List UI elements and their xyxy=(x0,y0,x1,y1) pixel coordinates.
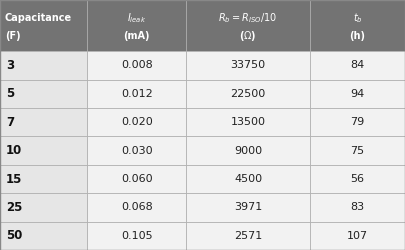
Text: 2571: 2571 xyxy=(234,231,262,241)
Text: 15: 15 xyxy=(6,172,22,186)
Bar xyxy=(310,193,405,222)
Bar xyxy=(186,108,310,136)
Bar xyxy=(186,0,310,51)
Bar xyxy=(186,51,310,80)
Text: (F): (F) xyxy=(5,31,21,41)
Text: 79: 79 xyxy=(350,117,364,127)
Text: 56: 56 xyxy=(350,174,364,184)
Bar xyxy=(87,0,186,51)
Bar xyxy=(310,108,405,136)
Bar xyxy=(0,165,87,193)
Bar xyxy=(310,51,405,80)
Text: 5: 5 xyxy=(6,87,14,100)
Bar xyxy=(186,165,310,193)
Text: 0.030: 0.030 xyxy=(121,146,153,156)
Text: 84: 84 xyxy=(350,60,364,70)
Text: 50: 50 xyxy=(6,229,22,242)
Bar xyxy=(310,165,405,193)
Text: ($\Omega$): ($\Omega$) xyxy=(239,29,257,43)
Bar xyxy=(0,0,87,51)
Bar xyxy=(186,80,310,108)
Bar xyxy=(87,193,186,222)
Bar xyxy=(186,222,310,250)
Text: $t_b$: $t_b$ xyxy=(352,11,362,25)
Bar xyxy=(0,80,87,108)
Bar xyxy=(310,80,405,108)
Text: 0.060: 0.060 xyxy=(121,174,153,184)
Text: 75: 75 xyxy=(350,146,364,156)
Text: $I_{leak}$: $I_{leak}$ xyxy=(127,11,146,25)
Text: 10: 10 xyxy=(6,144,22,157)
Text: 4500: 4500 xyxy=(234,174,262,184)
Text: 3971: 3971 xyxy=(234,202,262,212)
Text: 0.068: 0.068 xyxy=(121,202,153,212)
Text: 9000: 9000 xyxy=(234,146,262,156)
Text: 0.008: 0.008 xyxy=(121,60,153,70)
Bar xyxy=(310,222,405,250)
Text: 13500: 13500 xyxy=(230,117,266,127)
Bar xyxy=(0,193,87,222)
Bar xyxy=(87,108,186,136)
Bar xyxy=(87,80,186,108)
Bar xyxy=(87,51,186,80)
Text: 0.012: 0.012 xyxy=(121,89,153,99)
Text: 25: 25 xyxy=(6,201,22,214)
Bar xyxy=(0,51,87,80)
Text: 0.105: 0.105 xyxy=(121,231,153,241)
Bar xyxy=(0,222,87,250)
Text: (mA): (mA) xyxy=(124,31,150,41)
Text: (h): (h) xyxy=(350,31,365,41)
Bar xyxy=(310,0,405,51)
Text: Capacitance: Capacitance xyxy=(5,13,72,23)
Text: $R_b = R_{ISO}/10$: $R_b = R_{ISO}/10$ xyxy=(218,11,278,25)
Text: 22500: 22500 xyxy=(230,89,266,99)
Text: 3: 3 xyxy=(6,59,14,72)
Bar xyxy=(0,136,87,165)
Bar xyxy=(310,136,405,165)
Text: 33750: 33750 xyxy=(230,60,266,70)
Bar xyxy=(87,165,186,193)
Text: 83: 83 xyxy=(350,202,364,212)
Text: 107: 107 xyxy=(347,231,368,241)
Bar xyxy=(186,193,310,222)
Bar xyxy=(186,136,310,165)
Text: 0.020: 0.020 xyxy=(121,117,153,127)
Text: 7: 7 xyxy=(6,116,14,129)
Text: 94: 94 xyxy=(350,89,364,99)
Bar xyxy=(87,136,186,165)
Bar xyxy=(0,108,87,136)
Bar xyxy=(87,222,186,250)
